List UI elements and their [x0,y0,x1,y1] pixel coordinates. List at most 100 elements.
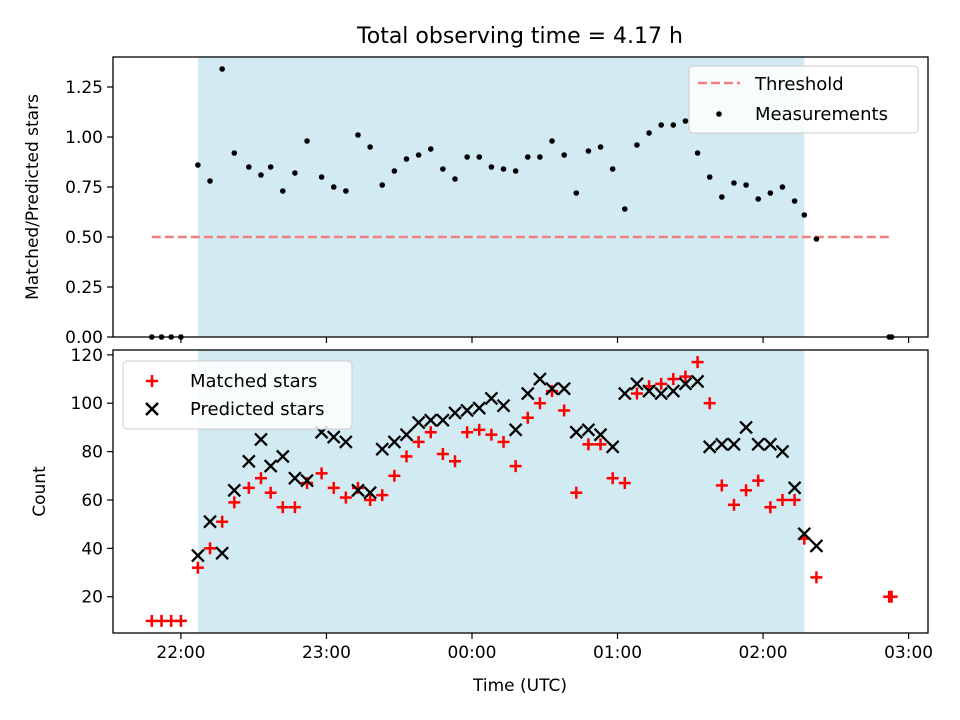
predicted-point [593,427,608,442]
measurement-point [207,178,213,184]
figure-title: Total observing time = 4.17 h [356,24,683,49]
time-axis-label: Time (UTC) [472,676,567,696]
measurement-point [813,236,820,242]
count-legend: Matched stars Predicted stars [122,360,353,430]
matched-point [788,493,801,506]
y-tick-label: 80 [81,443,103,463]
measurement-point [767,190,774,196]
predicted-point [326,430,341,444]
measurement-point [219,66,225,72]
measurement-point [561,152,567,158]
predicted-point [666,384,681,398]
measurement-point [452,176,458,182]
matched-point [388,469,401,482]
y-tick-label: 60 [81,491,103,511]
predicted-point [411,415,426,430]
x-tick-label: 00:00 [447,643,496,663]
y-tick-label: 100 [71,394,103,414]
x-tick-label: 01:00 [593,643,642,663]
predicted-point [339,435,353,449]
matched-point [174,614,187,627]
predicted-point [617,386,632,401]
measurement-point [634,142,640,148]
matched-point [885,590,898,603]
matched-point [216,515,229,528]
matched-point [204,542,217,555]
predicted-point [436,413,450,427]
predicted-point [569,425,584,440]
y-tick-label: 120 [71,346,103,366]
matched-point [228,496,241,509]
predicted-point [375,442,390,456]
matched-point [630,387,643,400]
matched-point [376,489,389,502]
measurement-point [391,168,398,174]
measurement-point [258,172,264,178]
measurement-point [440,166,446,172]
matched-point [810,571,823,584]
measurement-point [537,154,543,160]
measurement-point [415,152,422,158]
predicted-point [678,377,693,391]
measurement-point [731,180,737,186]
matched-point [339,491,352,504]
matched-point [242,481,255,494]
predicted-legend-label: Predicted stars [190,399,324,420]
count-legend-box [122,360,353,430]
measurement-point [279,188,286,194]
predicted-point [263,459,278,473]
predicted-point [751,437,766,452]
predicted-point [242,454,256,469]
measurement-point [682,118,689,124]
count-axis-label: Count [30,466,50,517]
measurement-point [231,150,238,156]
matched-point [424,426,437,439]
matched-point [509,460,522,473]
matched-point [691,356,704,369]
measurement-point [755,196,762,202]
measurement-point [779,184,786,190]
count-panel: 20 40 60 80 100 120 22:00 23:00 00:00 01:00 02:00 0… [30,346,933,696]
y-tick-label: 0.75 [65,178,103,198]
measurement-point [573,190,580,196]
predicted-point [520,386,535,401]
predicted-point [448,406,462,420]
predicted-legend-swatch [145,402,159,416]
matched-point [521,411,534,424]
matched-point [276,501,289,514]
matched-point [740,484,753,497]
predicted-point [300,473,314,488]
measurements-legend-label: Measurements [755,104,888,125]
predicted-point [775,444,790,459]
matched-point [764,501,777,514]
predicted-point [797,527,812,541]
matched-point [655,377,668,390]
axes-frame [112,349,929,634]
predicted-point [642,384,656,398]
ratio-legend: Threshold Measurements [688,65,919,134]
measurement-point [476,154,483,160]
ratio-axis-label: Matched/Predicted stars [23,94,43,300]
measurement-point [719,194,725,200]
measurement-point [549,138,555,144]
predicted-point [203,514,217,529]
x-tick-label: 23:00 [302,643,351,663]
ratio-legend-box [688,65,919,134]
measurement-point [488,164,495,170]
matched-point [715,479,728,492]
measurement-point [658,122,664,128]
measurement-point [427,146,434,152]
predicted-point [533,372,547,386]
measurement-point [403,156,410,162]
matched-point [558,404,571,417]
matched-point [570,486,583,499]
predicted-point [423,413,438,427]
matched-point [485,428,498,441]
measurement-point [791,198,798,204]
y-tick-label: 20 [81,588,103,608]
predicted-point [227,483,242,498]
predicted-point [215,546,229,560]
predicted-point [809,539,824,553]
axes-frame [112,56,929,338]
